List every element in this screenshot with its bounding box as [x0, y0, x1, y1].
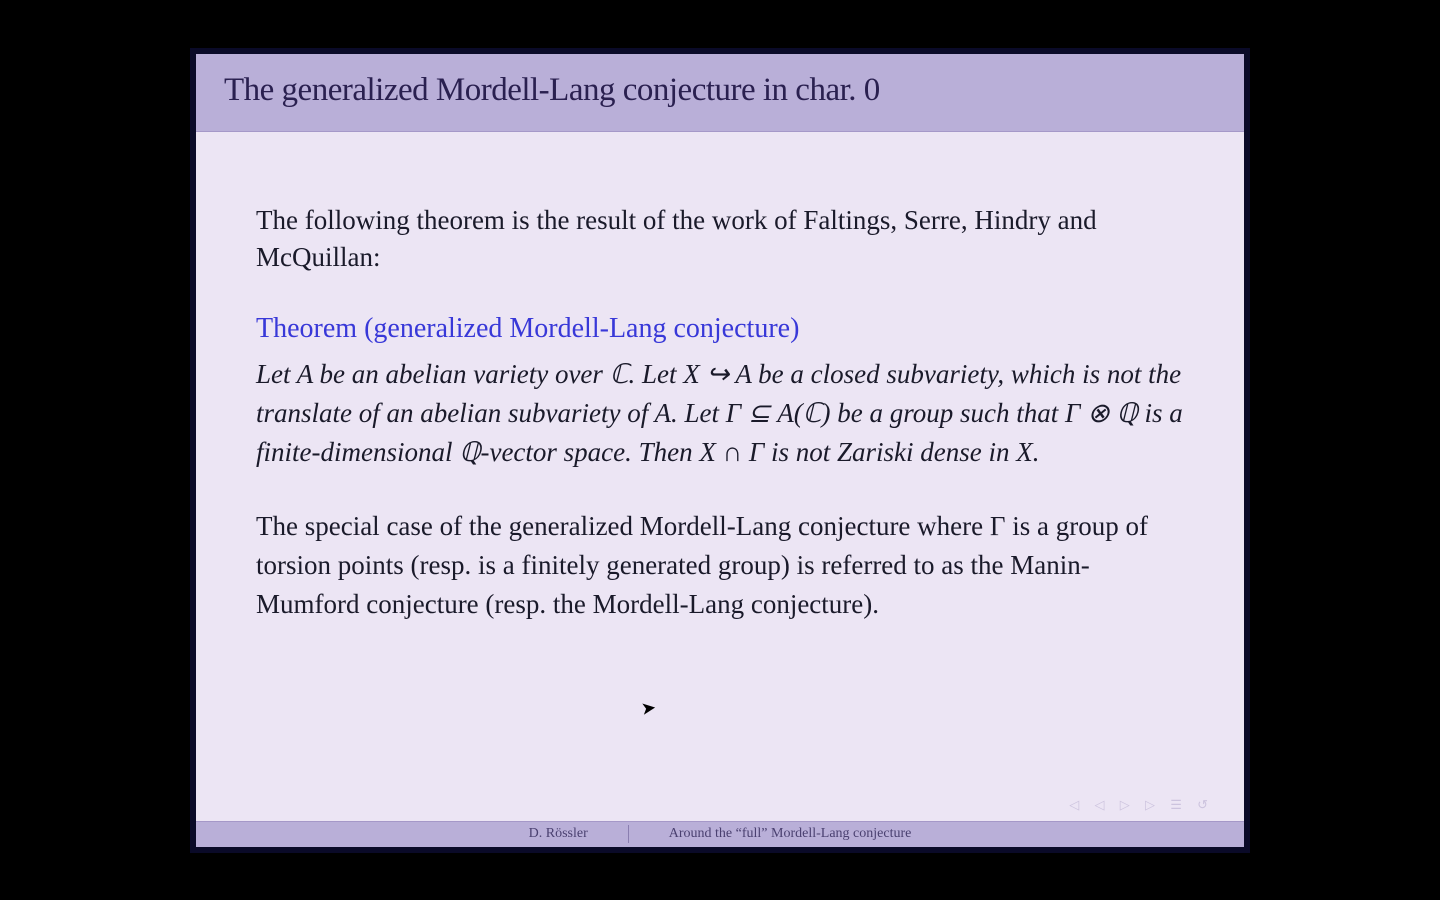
- beamer-nav-icons[interactable]: ◁ ◁ ▷ ▷ ☰ ↺: [1069, 797, 1214, 813]
- slide-content: The following theorem is the result of t…: [196, 132, 1244, 821]
- footer-author: D. Rössler: [529, 826, 588, 842]
- footer-divider: [628, 825, 629, 843]
- theorem-body: Let A be an abelian variety over ℂ. Let …: [256, 355, 1184, 472]
- title-bar: The generalized Mordell-Lang conjecture …: [196, 54, 1244, 132]
- slide-frame: The generalized Mordell-Lang conjecture …: [190, 48, 1250, 853]
- slide-title: The generalized Mordell-Lang conjecture …: [224, 72, 1216, 109]
- intro-paragraph: The following theorem is the result of t…: [256, 202, 1184, 278]
- cursor-icon: ➤: [640, 697, 658, 720]
- followup-paragraph: The special case of the generalized Mord…: [256, 507, 1184, 624]
- slide-footer: D. Rössler Around the “full” Mordell-Lan…: [196, 821, 1244, 847]
- theorem-heading: Theorem (generalized Mordell-Lang conjec…: [256, 313, 1184, 345]
- slide: The generalized Mordell-Lang conjecture …: [196, 54, 1244, 847]
- footer-talk-title: Around the “full” Mordell-Lang conjectur…: [669, 826, 912, 842]
